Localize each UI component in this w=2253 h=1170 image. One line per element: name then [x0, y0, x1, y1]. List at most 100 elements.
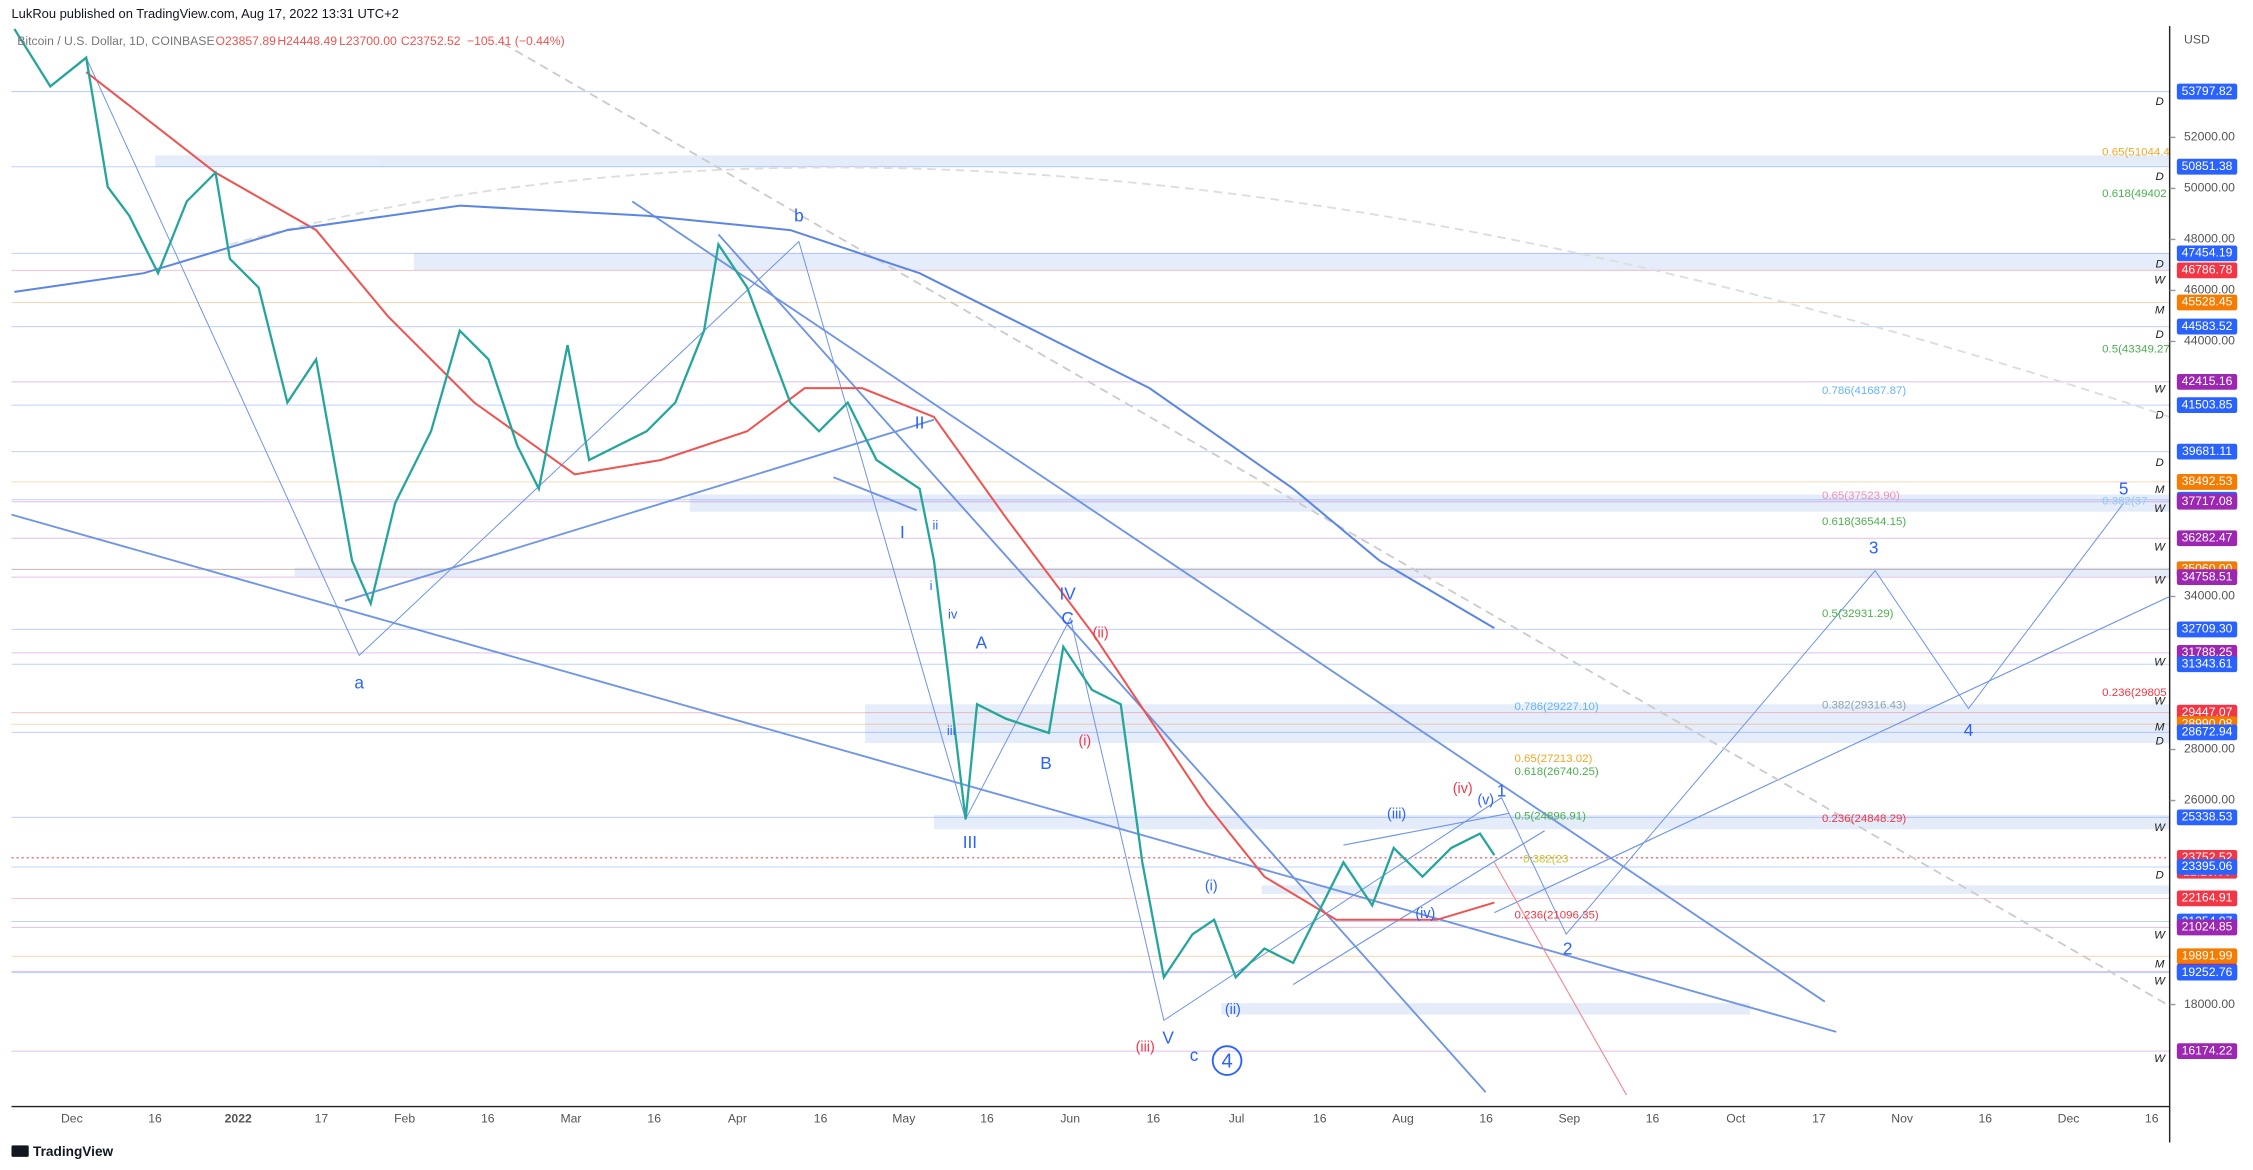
level-tag: M	[2155, 484, 2165, 496]
price-badge-label: 19252.76	[2182, 965, 2233, 979]
currency: USD	[2184, 33, 2210, 47]
x-tick-label: Jun	[1060, 1112, 1080, 1126]
x-tick-label: 16	[814, 1112, 828, 1126]
fib-label: 0.5(32931.29)	[1822, 608, 1894, 620]
level-tag: W	[2154, 822, 2166, 834]
level-tag: W	[2154, 274, 2166, 286]
wave-label: B	[1040, 753, 1052, 773]
level-tag: W	[2154, 503, 2166, 515]
zone	[689, 494, 2170, 512]
trend-line	[1292, 830, 1545, 985]
trend-line	[502, 42, 2171, 1007]
wave-label: (v)	[1477, 792, 1494, 808]
level-tag: D	[2155, 736, 2163, 748]
price-badge-label: 44583.52	[2182, 319, 2233, 333]
trend-line	[1343, 812, 1509, 846]
trend-line	[833, 476, 918, 512]
ohlc-open: O23857.89	[216, 34, 277, 48]
price-badge	[2176, 656, 2238, 673]
price-badge-label: 36282.47	[2182, 531, 2233, 545]
y-tick-label: 46000.00	[2184, 283, 2235, 297]
price-badge-label: 46786.78	[2182, 263, 2233, 277]
time-axis: Dec 16 2022 17 Feb 16 Mar 16 Apr 16 May 16 Jun 16 Jul 1…	[61, 1112, 2159, 1126]
level-tag: D	[2155, 409, 2163, 421]
level-tag: W	[2154, 657, 2166, 669]
price-badge-label: 47454.19	[2182, 246, 2233, 260]
change: −105.41 (−0.44%)	[467, 34, 565, 48]
wave-label: V	[1162, 1028, 1174, 1048]
level-tag: D	[2155, 457, 2163, 469]
x-tick-label: 16	[1147, 1112, 1161, 1126]
price-axis: 52000.00 50000.00 48000.00 46000.00 44000.00…	[2169, 83, 2238, 1060]
price-badge-label: 37717.08	[2182, 494, 2233, 508]
wave-circle	[1211, 1045, 1243, 1076]
x-tick-label: 16	[2145, 1112, 2159, 1126]
y-tick-label: 18000.00	[2184, 997, 2235, 1011]
x-tick-label: Sep	[1558, 1112, 1580, 1126]
x-tick-label: 2022	[225, 1112, 252, 1126]
price-badge	[2176, 318, 2238, 335]
fib-label: 0.382(29316.43)	[1822, 700, 1906, 712]
zone	[294, 567, 2170, 577]
price-badge-label: 16174.22	[2182, 1043, 2233, 1057]
price-badge	[2176, 373, 2238, 390]
x-tick-label: 16	[1313, 1112, 1327, 1126]
price-badge	[2176, 948, 2238, 965]
trend-line	[229, 166, 2170, 418]
level-tag: W	[2154, 575, 2166, 587]
price-badge-label: 31343.61	[2182, 656, 2233, 670]
price-badge-label: 38492.53	[2182, 474, 2233, 488]
price-badge	[2176, 397, 2238, 414]
level-tag: W	[2154, 695, 2166, 707]
price-badge-label: 28672.94	[2182, 725, 2233, 739]
trend-line	[1494, 595, 2170, 914]
ohlc-close: C23752.52	[401, 34, 461, 48]
trend-line	[717, 233, 1487, 1093]
price-badge	[2176, 474, 2238, 490]
symbol: Bitcoin / U.S. Dollar, 1D, COINBASE	[17, 34, 214, 48]
price-badge-label: 23395.06	[2182, 859, 2233, 873]
fib-label: 0.382(23	[1523, 853, 1568, 865]
x-tick-label: 16	[647, 1112, 661, 1126]
price-badge	[2176, 158, 2238, 175]
wave-label: 4	[1964, 720, 1974, 740]
price-badge	[2176, 724, 2238, 741]
x-tick-label: 17	[1812, 1112, 1826, 1126]
publisher-text: LukRou published on TradingView.com, Aug…	[11, 6, 398, 21]
wave-label: (ii)	[1093, 626, 1109, 642]
fib-label: 0.236(29805	[2102, 687, 2167, 699]
zone	[1261, 885, 2170, 894]
fib-label: 0.618(26740.25)	[1514, 766, 1598, 778]
ohlc-high: H24448.49	[277, 34, 337, 48]
price-badge	[2176, 919, 2238, 936]
y-tick-label: 44000.00	[2184, 334, 2235, 348]
wave-label: c	[1190, 1045, 1199, 1065]
level-tag: M	[2155, 721, 2165, 733]
wave-label: (iv)	[1453, 781, 1473, 797]
brand: TradingView	[33, 1144, 113, 1159]
x-tick-label: 16	[1479, 1112, 1493, 1126]
wave-label: iii	[947, 723, 956, 738]
x-tick-label: Dec	[61, 1112, 83, 1126]
x-tick-label: 16	[1979, 1112, 1993, 1126]
level-tag: W	[2154, 1053, 2166, 1065]
zone	[1221, 1003, 1751, 1015]
x-tick-label: Mar	[560, 1112, 581, 1126]
x-tick-label: Nov	[1891, 1112, 1914, 1126]
x-tick-label: Apr	[728, 1112, 747, 1126]
x-tick-label: 16	[1646, 1112, 1660, 1126]
wave-label: 4	[1221, 1050, 1232, 1072]
price-badge	[2176, 262, 2238, 279]
price-badge	[2176, 245, 2238, 262]
level-tag: D	[2155, 259, 2163, 271]
wave-label: II	[915, 413, 925, 433]
level-tag: W	[2154, 930, 2166, 942]
wave-label: (i)	[1078, 733, 1091, 749]
price-badge	[2176, 493, 2238, 510]
price-badge	[2176, 1043, 2238, 1060]
wave-label: C	[1061, 608, 1073, 628]
price-badge-label: 21024.85	[2182, 920, 2233, 934]
zone	[933, 814, 2170, 830]
